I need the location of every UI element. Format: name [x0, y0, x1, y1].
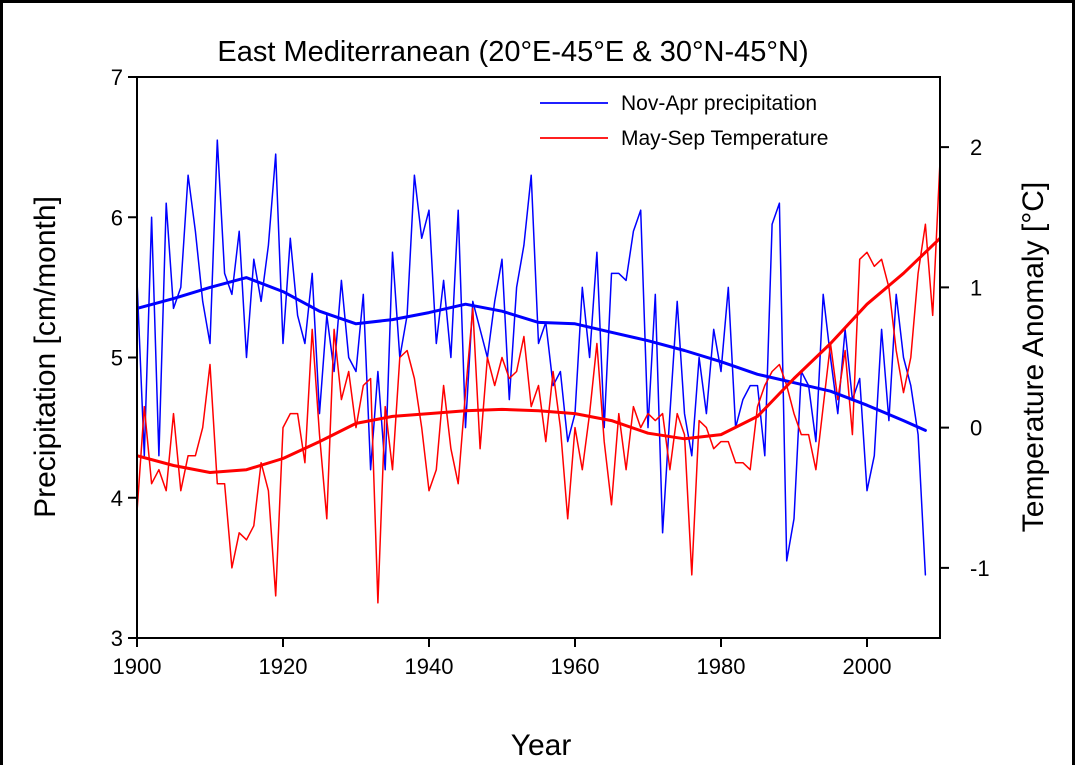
x-tick-label: 1980 — [697, 654, 746, 679]
y2-tick-label: 1 — [970, 275, 982, 300]
y-tick-label: 4 — [111, 486, 123, 511]
x-tick-label: 1900 — [113, 654, 162, 679]
x-tick-label: 1960 — [551, 654, 600, 679]
x-axis-label: Year — [511, 729, 572, 762]
y2-tick-label: -1 — [970, 556, 990, 581]
y-tick-label: 5 — [111, 346, 123, 371]
y2-tick-label: 0 — [970, 416, 982, 441]
y-tick-label: 6 — [111, 205, 123, 230]
series-line-temperature — [137, 160, 940, 604]
x-tick-label: 2000 — [843, 654, 892, 679]
x-tick-label: 1920 — [259, 654, 308, 679]
legend: Nov-Apr precipitation May-Sep Temperature — [540, 92, 828, 150]
y2-tick-label: 2 — [970, 135, 982, 160]
y2-axis-label: Temperature Anomaly [°C] — [1017, 182, 1050, 532]
legend-label: May-Sep Temperature — [621, 127, 828, 150]
y-axis-label: Precipitation [cm/month] — [29, 196, 62, 518]
smooth-trend-line-precipitation — [137, 276, 927, 432]
y-tick-label: 3 — [111, 626, 123, 651]
series-line-precipitation — [137, 139, 927, 576]
chart: East Mediterranean (20°E-45°E & 30°N-45°… — [29, 36, 1050, 762]
y-tick-label: 7 — [111, 65, 123, 90]
chart-title: East Mediterranean (20°E-45°E & 30°N-45°… — [217, 36, 808, 68]
x-tick-label: 1940 — [405, 654, 454, 679]
plot-area — [137, 139, 940, 604]
legend-label: Nov-Apr precipitation — [621, 92, 817, 115]
smooth-trend-line-temperature — [137, 236, 940, 474]
axes: 1900 1920 1940 1960 1980 2000 3 4 5 6 7 -1 0 1 2 — [111, 65, 990, 679]
